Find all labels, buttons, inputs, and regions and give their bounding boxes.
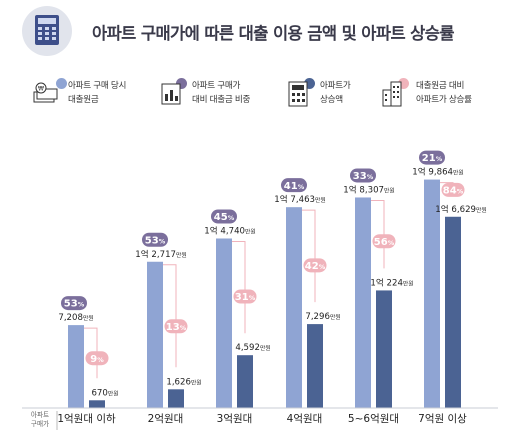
badge-loan-ratio: 33% bbox=[350, 168, 376, 183]
calculator-icon bbox=[22, 6, 72, 56]
bar-loan-principal bbox=[68, 325, 84, 408]
connector-line bbox=[302, 209, 316, 303]
svg-text:33%: 33% bbox=[353, 171, 374, 182]
legend-label-line2: 대비 대출금 비중 bbox=[192, 95, 251, 105]
bar-loan-principal bbox=[424, 179, 440, 408]
connector-line bbox=[232, 240, 246, 334]
badge-price-growth-rate: 84% bbox=[441, 182, 465, 197]
legend-swatch bbox=[304, 78, 315, 89]
svg-text:₩: ₩ bbox=[38, 86, 44, 93]
badge-price-growth-rate: 9% bbox=[85, 351, 109, 366]
bar-loan-principal bbox=[355, 197, 371, 408]
svg-text:31%: 31% bbox=[235, 292, 256, 303]
value-label-loan-principal: 1억 8,307만원 bbox=[343, 183, 394, 195]
value-label-loan-principal: 7,208만원 bbox=[58, 313, 93, 323]
value-label-loan-principal: 1억 9,864만원 bbox=[412, 166, 463, 178]
value-label-price-increase: 4,592만원 bbox=[235, 343, 270, 353]
bar-price-increase bbox=[89, 400, 105, 408]
svg-text:53%: 53% bbox=[145, 235, 166, 246]
bar-loan-principal bbox=[286, 207, 302, 408]
svg-text:9%: 9% bbox=[90, 354, 104, 365]
category-label: 4억원대 bbox=[287, 413, 323, 425]
badge-loan-ratio: 53% bbox=[61, 296, 87, 311]
category-label: 7억원 이상 bbox=[418, 413, 467, 425]
svg-text:45%: 45% bbox=[214, 212, 235, 223]
money-bills-icon: ₩ bbox=[33, 82, 58, 103]
badge-price-growth-rate: 13% bbox=[164, 319, 188, 334]
bar-loan-principal bbox=[147, 261, 163, 408]
svg-text:13%: 13% bbox=[166, 322, 187, 333]
category-axis-label-line2: 구매가 bbox=[31, 419, 49, 428]
value-label-loan-principal: 1억 2,717만원 bbox=[135, 248, 186, 260]
category-label: 3억원대 bbox=[217, 413, 253, 425]
bar-price-increase bbox=[237, 355, 253, 408]
header: 아파트 구매가에 따른 대출 이용 금액 및 아파트 상승률 bbox=[0, 0, 505, 66]
svg-text:41%: 41% bbox=[284, 181, 305, 192]
svg-text:53%: 53% bbox=[64, 299, 85, 310]
bar-price-increase bbox=[376, 290, 392, 408]
badge-price-growth-rate: 31% bbox=[233, 289, 257, 304]
value-label-loan-principal: 1억 4,740만원 bbox=[204, 224, 255, 236]
bar-price-increase bbox=[168, 389, 184, 408]
legend: ₩ 아파트 구매 당시 대출원금 아파트 구매가 대비 대출금 비중 아파트가 … bbox=[0, 76, 505, 112]
badge-price-growth-rate: 56% bbox=[372, 234, 396, 249]
value-label-price-increase: 670만원 bbox=[91, 388, 118, 398]
bar-price-increase bbox=[445, 216, 461, 408]
apartment-building-icon bbox=[382, 81, 402, 107]
category-label: 5~6억원대 bbox=[348, 413, 399, 425]
bar-loan-principal bbox=[216, 238, 232, 408]
badge-loan-ratio: 21% bbox=[419, 150, 445, 165]
chart-title: 아파트 구매가에 따른 대출 이용 금액 및 아파트 상승률 bbox=[92, 24, 455, 43]
legend-label-line2: 대출원금 bbox=[68, 95, 99, 105]
legend-label-line1: 대출원금 대비 bbox=[416, 81, 465, 91]
svg-text:42%: 42% bbox=[305, 261, 326, 272]
svg-text:56%: 56% bbox=[374, 237, 395, 248]
svg-text:84%: 84% bbox=[443, 185, 464, 196]
legend-label-line2: 상승액 bbox=[320, 95, 343, 105]
badge-loan-ratio: 41% bbox=[281, 178, 307, 193]
legend-label-line1: 아파트 구매 당시 bbox=[68, 81, 127, 91]
category-label: 1억원대 이하 bbox=[57, 412, 116, 425]
category-label: 2억원대 bbox=[148, 413, 184, 425]
badge-loan-ratio: 45% bbox=[211, 209, 237, 224]
value-label-loan-principal: 1억 7,463만원 bbox=[274, 193, 325, 205]
legend-swatch bbox=[56, 78, 67, 89]
value-label-price-increase: 7,296만원 bbox=[305, 312, 340, 322]
legend-swatch bbox=[398, 78, 409, 89]
calculator-icon bbox=[288, 81, 308, 107]
value-label-price-increase: 1억 224만원 bbox=[370, 276, 413, 288]
value-label-price-increase: 1억 6,629만원 bbox=[435, 203, 486, 215]
value-label-price-increase: 1,626만원 bbox=[166, 377, 201, 387]
bar-price-increase bbox=[307, 324, 323, 408]
badge-loan-ratio: 53% bbox=[142, 232, 168, 247]
legend-swatch bbox=[176, 78, 187, 89]
chart-document-icon bbox=[161, 83, 181, 105]
legend-label-line1: 아파트가 bbox=[320, 81, 351, 91]
legend-label-line2: 아파트가 상승률 bbox=[416, 95, 472, 105]
category-axis-label-line1: 아파트 bbox=[31, 410, 49, 419]
connector-line bbox=[163, 264, 177, 368]
svg-text:21%: 21% bbox=[422, 153, 443, 164]
badge-price-growth-rate: 42% bbox=[303, 258, 327, 273]
legend-label-line1: 아파트 구매가 bbox=[192, 81, 241, 91]
